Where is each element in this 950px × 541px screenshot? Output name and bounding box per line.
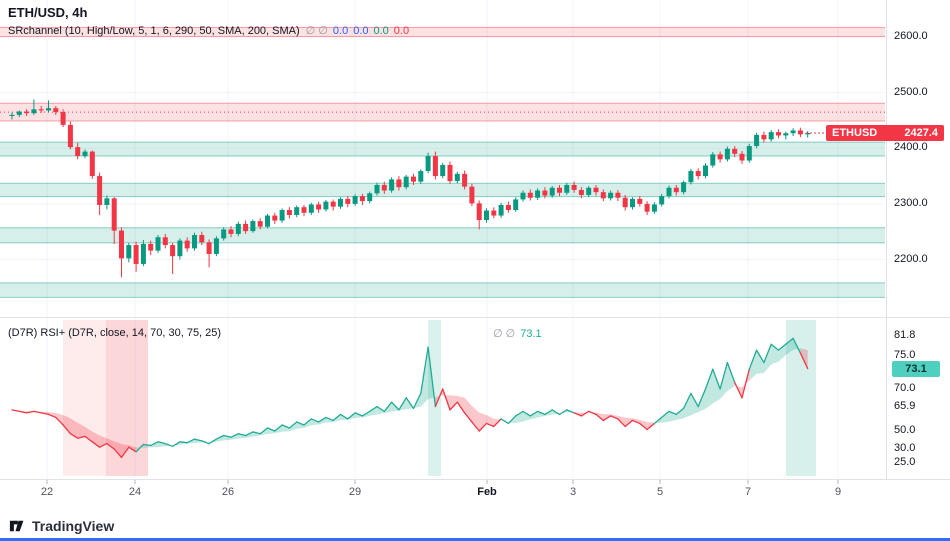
srchannel-values: 0.0 0.0 0.0 0.0	[328, 25, 409, 37]
srchannel-value: 0.0	[373, 25, 389, 37]
time-axis-label: 9	[834, 486, 842, 498]
srchannel-value: 0.0	[332, 25, 349, 37]
price-tag-symbol: ETHUSD	[832, 127, 878, 139]
price-axis-label: 2600.0	[894, 30, 928, 42]
time-axis-label: Feb	[477, 486, 497, 498]
price-axis-label: 2400.0	[894, 141, 928, 154]
bottom-accent-bar	[0, 538, 950, 541]
time-axis-label: 24	[128, 486, 142, 498]
rsi-axis-label: 25.0	[894, 456, 916, 468]
time-axis-label: 7	[744, 486, 752, 498]
rsi-current-value: 73.1	[520, 328, 542, 340]
rsi-axis-label: 75.0	[894, 349, 916, 361]
srchannel-zero-sign: ∅ ∅	[305, 25, 328, 37]
last-price-tag: ETHUSD 2427.4	[826, 125, 944, 141]
rsi-label: (D7R) RSI+ (D7R, close, 14, 70, 30, 75, …	[8, 327, 222, 339]
rsi-zero-sign: ∅ ∅	[493, 328, 516, 340]
tradingview-logo-icon	[9, 520, 24, 532]
price-tag-value: 2427.4	[904, 127, 938, 139]
price-axis-label: 2300.0	[894, 196, 928, 209]
tradingview-logo-text: TradingView	[32, 517, 115, 534]
tradingview-logo[interactable]: TradingView	[8, 516, 114, 535]
time-axis-label: 22	[40, 486, 54, 498]
price-axis-label: 2500.0	[894, 85, 928, 98]
srchannel-value: 0.0	[353, 25, 369, 37]
symbol-title[interactable]: ETH/USD, 4h	[8, 5, 88, 20]
indicator-rsi-legend[interactable]: (D7R) RSI+ (D7R, close, 14, 70, 30, 75, …	[8, 327, 221, 339]
rsi-value-tag: 73.1	[892, 360, 940, 377]
time-axis-label: 3	[569, 486, 577, 498]
indicator-srchannel-legend[interactable]: SRchannel (10, High/Low, 5, 1, 6, 290, 5…	[8, 24, 409, 37]
rsi-axis-label: 50.0	[894, 424, 916, 436]
srchannel-value: 0.0	[393, 25, 410, 37]
rsi-axis-label: 70.0	[894, 382, 916, 394]
price-axis-label: 2200.0	[894, 252, 928, 265]
time-axis-label: 29	[348, 486, 362, 498]
rsi-value-readout: ∅ ∅ 73.1	[487, 327, 542, 340]
time-axis-label: 5	[656, 486, 664, 498]
rsi-axis-label: 30.0	[894, 442, 916, 454]
rsi-axis-label: 81.8	[894, 329, 916, 341]
srchannel-label: SRchannel (10, High/Low, 5, 1, 6, 290, 5…	[8, 25, 300, 37]
time-axis-label: 26	[221, 486, 235, 498]
rsi-axis-label: 65.9	[894, 400, 916, 412]
